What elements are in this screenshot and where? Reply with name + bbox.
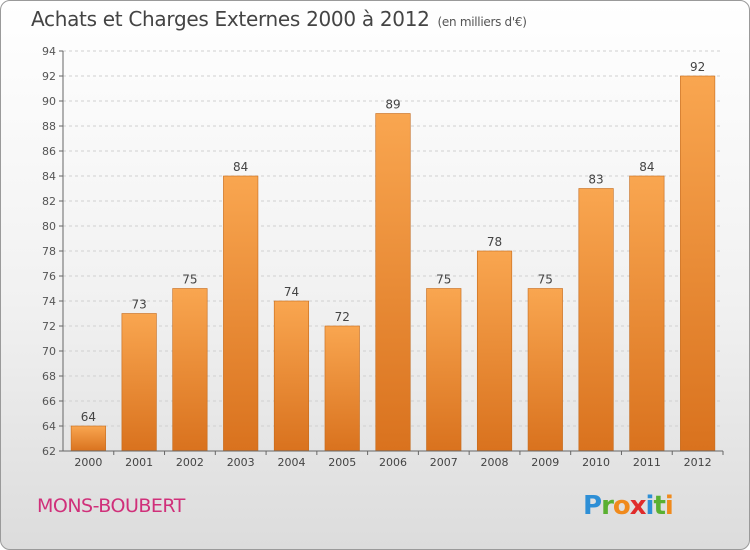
logo-letter: r <box>601 491 614 521</box>
bar-2004[interactable] <box>273 300 310 452</box>
y-tick-label: 74 <box>42 295 56 308</box>
axes <box>59 50 724 455</box>
bar-2008[interactable] <box>476 250 513 452</box>
x-tick-label: 2007 <box>430 456 458 469</box>
logo-letter: t <box>653 491 665 521</box>
unit-label: (en milliers d'€) <box>437 15 527 29</box>
logo-letter: i <box>645 491 655 521</box>
value-label: 73 <box>132 298 147 312</box>
x-tick-label: 2010 <box>582 456 610 469</box>
y-tick-label: 80 <box>42 220 56 233</box>
logo-letter: x <box>629 491 647 521</box>
y-tick-label: 76 <box>42 270 56 283</box>
y-tick-label: 92 <box>42 70 56 83</box>
bars <box>70 75 716 452</box>
x-tick-label: 2004 <box>277 456 305 469</box>
place-name: MONS-BOUBERT <box>37 495 185 517</box>
value-label: 78 <box>487 235 502 249</box>
labels: 62 64 66 68 70 72 74 76 78 80 82 84 86 88 90 92 94 64 2000… <box>42 45 712 469</box>
bar-2000[interactable] <box>70 425 106 452</box>
x-tick-label: 2006 <box>379 456 407 469</box>
value-label: 75 <box>182 273 197 287</box>
bar-2011[interactable] <box>629 175 665 452</box>
bar-2002[interactable] <box>172 288 208 452</box>
y-tick-label: 82 <box>42 195 56 208</box>
x-tick-label: 2005 <box>328 456 356 469</box>
y-tick-label: 70 <box>42 345 56 358</box>
y-tick-label: 72 <box>42 320 56 333</box>
value-label: 84 <box>639 160 654 174</box>
value-label: 92 <box>690 60 705 74</box>
value-label: 83 <box>588 173 603 187</box>
y-tick-label: 66 <box>42 395 56 408</box>
y-tick-label: 84 <box>42 170 56 183</box>
y-tick-label: 78 <box>42 245 56 258</box>
x-tick-label: 2002 <box>176 456 204 469</box>
value-label: 72 <box>335 310 350 324</box>
value-label: 64 <box>81 410 96 424</box>
x-tick-label: 2008 <box>481 456 509 469</box>
bar-2006[interactable] <box>375 113 411 452</box>
proxiti-logo[interactable]: Proxiti <box>583 491 674 521</box>
bar-2010[interactable] <box>578 188 614 452</box>
bar-2007[interactable] <box>426 288 462 452</box>
bar-2009[interactable] <box>527 288 563 452</box>
y-tick-label: 94 <box>42 45 56 58</box>
bar-2003[interactable] <box>223 175 259 452</box>
x-tick-label: 2003 <box>227 456 255 469</box>
bar-2012[interactable] <box>680 75 716 452</box>
value-label: 84 <box>233 160 248 174</box>
value-label: 74 <box>284 285 299 299</box>
x-tick-label: 2001 <box>125 456 153 469</box>
y-tick-label: 88 <box>42 120 56 133</box>
y-tick-label: 86 <box>42 145 56 158</box>
value-label: 89 <box>385 98 400 112</box>
value-label: 75 <box>538 273 553 287</box>
logo-letter: P <box>583 491 602 521</box>
bar-2001[interactable] <box>121 313 157 452</box>
y-tick-label: 68 <box>42 370 56 383</box>
y-tick-label: 90 <box>42 95 56 108</box>
logo-letter: i <box>664 491 674 521</box>
chart-title: Achats et Charges Externes 2000 à 2012 (e… <box>31 7 527 31</box>
bar-2005[interactable] <box>324 325 360 452</box>
x-tick-label: 2000 <box>74 456 102 469</box>
logo-letter: o <box>612 491 631 521</box>
y-tick-label: 62 <box>42 445 56 458</box>
y-tick-label: 64 <box>42 420 56 433</box>
x-tick-label: 2012 <box>684 456 712 469</box>
value-label: 75 <box>436 273 451 287</box>
x-tick-label: 2011 <box>633 456 661 469</box>
x-tick-label: 2009 <box>531 456 559 469</box>
title-text: Achats et Charges Externes 2000 à 2012 <box>31 7 430 31</box>
